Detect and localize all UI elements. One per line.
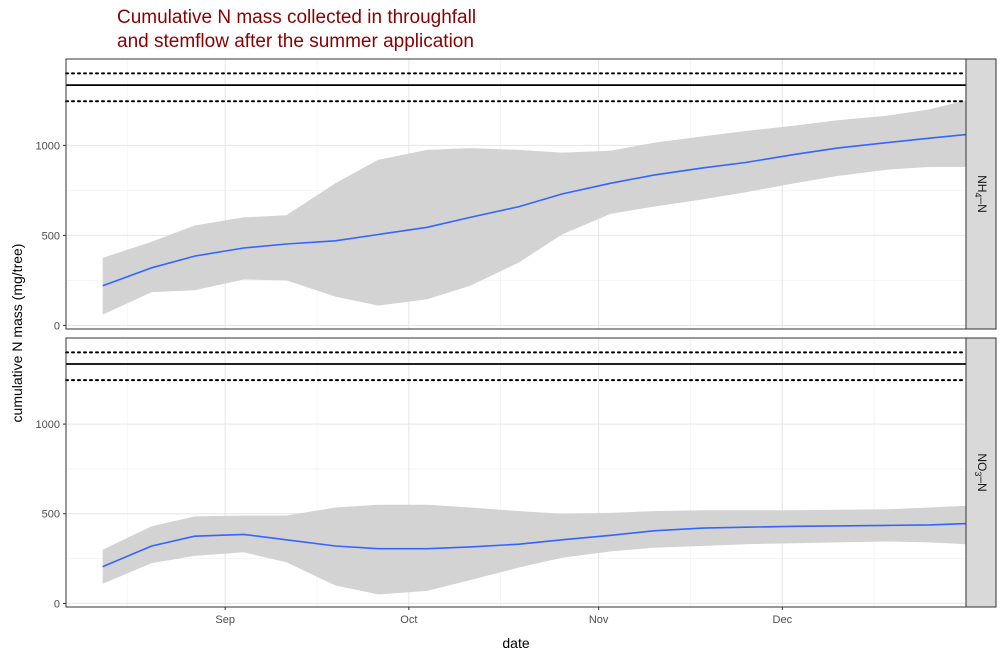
y-tick-label: 1000 <box>36 140 60 152</box>
x-tick-label: Oct <box>400 614 417 626</box>
y-tick-label: 500 <box>42 509 60 521</box>
strip-label-tail: –N <box>975 198 989 213</box>
facet-strip-label: NO3–N <box>973 453 989 491</box>
y-tick-label: 0 <box>54 320 60 332</box>
confidence-ribbon <box>102 100 966 315</box>
y-tick-label: 500 <box>42 230 60 242</box>
fit-line <box>102 522 967 568</box>
x-tick-label: Sep <box>215 614 235 626</box>
strip-label-main: NH <box>975 175 989 192</box>
facet-strip <box>965 58 997 330</box>
fit-line <box>102 133 967 287</box>
x-axis-title: date <box>502 635 529 651</box>
strip-label-main: NO <box>975 453 989 471</box>
strip-label-subscript: 4 <box>973 192 983 197</box>
y-tick-label: 0 <box>54 598 60 610</box>
chart-title: Cumulative N mass collected in throughfa… <box>117 7 477 52</box>
x-tick-label: Nov <box>589 614 609 626</box>
panel-no3: 0 500 1000 NO3–N <box>36 337 997 610</box>
panel-nh4: 0 500 1000 NH4–N <box>36 58 997 332</box>
y-axis-title: cumulative N mass (mg/tree) <box>9 244 25 423</box>
y-tick-label: 1000 <box>36 419 60 431</box>
x-axis: Sep Oct Nov Dec <box>215 607 793 626</box>
facet-strip <box>965 337 997 608</box>
strip-label-subscript: 3 <box>973 471 983 476</box>
strip-label-tail: –N <box>975 476 989 491</box>
facet-strip-label: NH4–N <box>973 175 989 213</box>
x-tick-label: Dec <box>773 614 793 626</box>
